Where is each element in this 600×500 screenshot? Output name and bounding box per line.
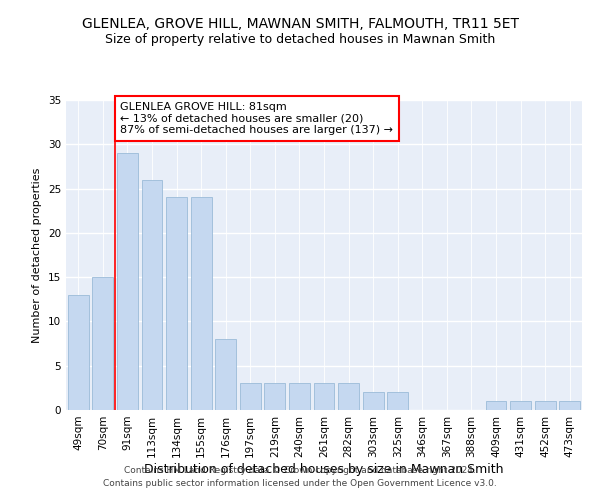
- Bar: [510, 401, 531, 410]
- Bar: [68, 295, 89, 410]
- Bar: [215, 339, 236, 410]
- X-axis label: Distribution of detached houses by size in Mawnan Smith: Distribution of detached houses by size …: [144, 462, 504, 475]
- Bar: [314, 384, 334, 410]
- Bar: [191, 198, 212, 410]
- Bar: [166, 198, 187, 410]
- Bar: [362, 392, 383, 410]
- Bar: [535, 401, 556, 410]
- Bar: [485, 401, 506, 410]
- Bar: [289, 384, 310, 410]
- Text: GLENLEA GROVE HILL: 81sqm
← 13% of detached houses are smaller (20)
87% of semi-: GLENLEA GROVE HILL: 81sqm ← 13% of detac…: [120, 102, 393, 135]
- Bar: [117, 153, 138, 410]
- Bar: [142, 180, 163, 410]
- Y-axis label: Number of detached properties: Number of detached properties: [32, 168, 43, 342]
- Bar: [240, 384, 261, 410]
- Text: GLENLEA, GROVE HILL, MAWNAN SMITH, FALMOUTH, TR11 5ET: GLENLEA, GROVE HILL, MAWNAN SMITH, FALMO…: [82, 18, 518, 32]
- Text: Size of property relative to detached houses in Mawnan Smith: Size of property relative to detached ho…: [105, 32, 495, 46]
- Bar: [265, 384, 286, 410]
- Text: Contains HM Land Registry data © Crown copyright and database right 2024.
Contai: Contains HM Land Registry data © Crown c…: [103, 466, 497, 487]
- Bar: [559, 401, 580, 410]
- Bar: [92, 277, 113, 410]
- Bar: [387, 392, 408, 410]
- Bar: [338, 384, 359, 410]
